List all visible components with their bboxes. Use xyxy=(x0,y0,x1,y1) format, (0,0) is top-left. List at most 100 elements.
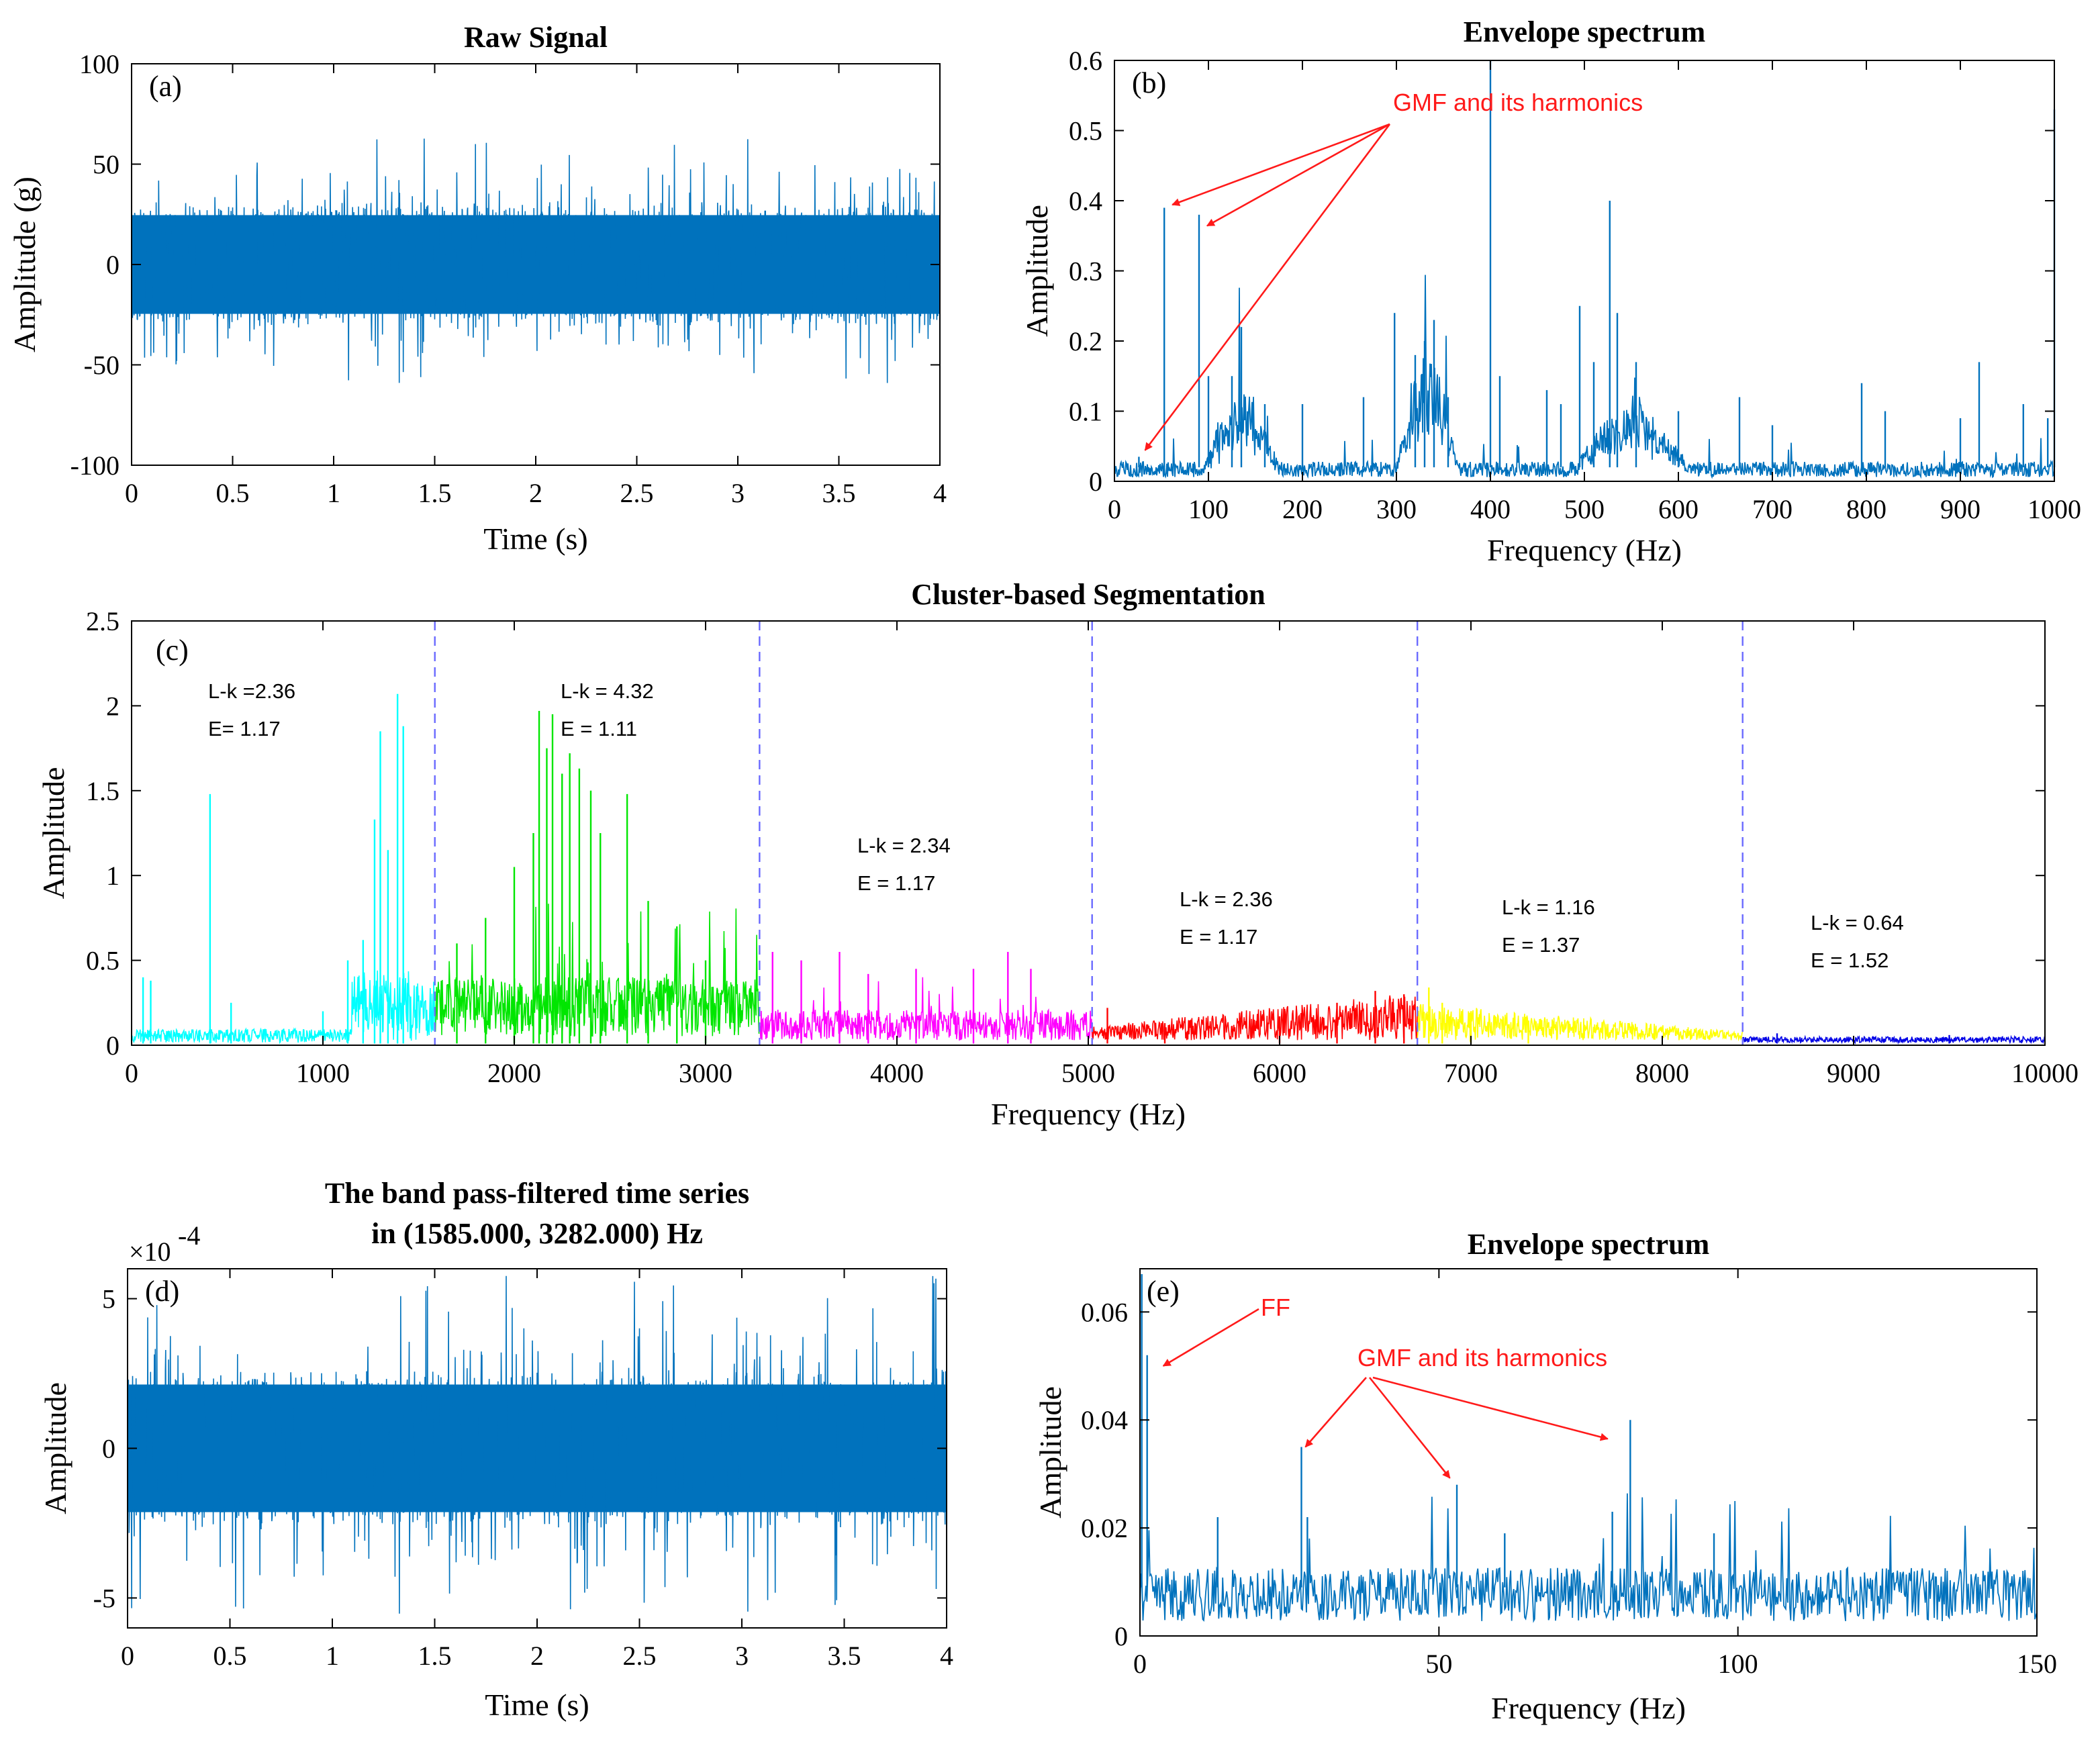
x-tick-label: 1.5 xyxy=(418,1641,452,1671)
y-tick-label: 0.06 xyxy=(1081,1297,1128,1327)
x-axis-label: Frequency (Hz) xyxy=(991,1097,1186,1131)
chart-title: Cluster-based Segmentation xyxy=(911,578,1266,611)
segment-label-e: E = 1.11 xyxy=(561,717,637,740)
x-tick-label: 3.5 xyxy=(822,478,856,508)
x-tick-label: 0 xyxy=(121,1641,134,1671)
panel-c: L-k =2.36 E= 1.17 L-k = 4.32 E = 1.11 L-k = … xyxy=(36,578,2079,1131)
x-tick-label: 0 xyxy=(125,1058,138,1088)
segment-trace xyxy=(1417,1004,1744,1043)
segment-trace xyxy=(1091,995,1418,1041)
chart-title: Envelope spectrum xyxy=(1468,1228,1710,1261)
chart-title: Raw Signal xyxy=(464,21,608,54)
x-axis-label: Time (s) xyxy=(485,1688,589,1722)
panel-b: 0 100 200 300 400 500 600 700 800 900 1000 0 0.1 0.2 0… xyxy=(1020,15,2081,567)
x-tick-label: 3000 xyxy=(679,1058,732,1088)
y-axis-label: Amplitude xyxy=(1020,205,1054,337)
x-tick-label: 1000 xyxy=(296,1058,350,1088)
y-tick-label: 0.5 xyxy=(1069,116,1102,146)
y-tick-label: 0.6 xyxy=(1069,46,1102,76)
x-tick-label: 300 xyxy=(1376,494,1417,524)
segment-1 xyxy=(131,693,436,1045)
x-tick-label: 0 xyxy=(1108,494,1121,524)
segment-label-lk: L-k = 2.34 xyxy=(857,834,951,857)
x-tick-label: 9000 xyxy=(1827,1058,1880,1088)
y-tick-label: 2 xyxy=(106,691,120,721)
annotation-arrow xyxy=(1206,123,1390,227)
signal-trace xyxy=(127,1275,947,1614)
exponent-power: -4 xyxy=(178,1220,200,1251)
y-tick-label: 0 xyxy=(102,1434,115,1464)
segment-label-lk: L-k = 4.32 xyxy=(561,679,654,703)
y-tick-label: 100 xyxy=(79,49,120,79)
y-tick-label: 0.02 xyxy=(1081,1513,1128,1543)
y-axis-label: Amplitude xyxy=(38,1382,73,1514)
x-tick-label: 3 xyxy=(731,478,745,508)
spectrum-trace xyxy=(1114,275,2055,479)
y-tick-label: 0.04 xyxy=(1081,1405,1128,1435)
segment-trace xyxy=(131,970,436,1045)
y-tick-label: 0.1 xyxy=(1069,397,1102,427)
exponent-label: ×10 xyxy=(129,1237,171,1267)
panel-label: (b) xyxy=(1132,66,1166,99)
x-tick-label: 3 xyxy=(735,1641,749,1671)
segment-label-e: E= 1.17 xyxy=(208,717,281,740)
x-tick-label: 600 xyxy=(1658,494,1699,524)
segment-label-e: E = 1.17 xyxy=(1180,925,1257,949)
x-tick-label: 1 xyxy=(327,478,340,508)
y-tick-label: 0.5 xyxy=(86,946,120,976)
segment-trace xyxy=(1742,1034,2046,1045)
x-tick-label: 150 xyxy=(2017,1649,2057,1679)
annotation-arrow xyxy=(1172,123,1390,206)
x-tick-label: 1 xyxy=(326,1641,339,1671)
x-tick-label: 2 xyxy=(530,1641,544,1671)
segment-label-e: E = 1.17 xyxy=(857,871,935,895)
x-tick-label: 700 xyxy=(1752,494,1793,524)
x-tick-label: 1.5 xyxy=(418,478,452,508)
x-tick-label: 500 xyxy=(1564,494,1605,524)
y-tick-label: -5 xyxy=(93,1583,115,1613)
chart-title: The band pass-filtered time series xyxy=(325,1177,749,1210)
annotation-arrow xyxy=(1162,1308,1259,1367)
x-tick-label: 6000 xyxy=(1253,1058,1306,1088)
x-tick-label: 3.5 xyxy=(828,1641,861,1671)
segment-label-lk: L-k = 0.64 xyxy=(1811,911,1904,934)
axes-box-b xyxy=(1114,60,2055,482)
y-tick-label: 5 xyxy=(102,1284,115,1314)
segment-label-e: E = 1.37 xyxy=(1502,933,1580,957)
panel-label: (c) xyxy=(156,634,189,667)
x-tick-label: 4 xyxy=(933,478,947,508)
segment-label-lk: L-k = 1.16 xyxy=(1502,896,1595,919)
y-tick-label: 0.3 xyxy=(1069,256,1102,287)
y-tick-label: 2.5 xyxy=(86,606,120,636)
x-tick-label: 10000 xyxy=(2011,1058,2079,1088)
x-tick-label: 2000 xyxy=(487,1058,541,1088)
spectrum-trace xyxy=(1139,1493,2038,1623)
segment-4 xyxy=(1091,991,1418,1044)
y-tick-label: 0 xyxy=(1089,467,1102,497)
x-tick-label: 2 xyxy=(529,478,542,508)
panel-label: (a) xyxy=(149,70,182,103)
panel-a: 0 0.5 1 1.5 2 2.5 3 3.5 4 -100 -50 0 50 100 Time (s) Am… xyxy=(7,21,947,556)
y-tick-label: 50 xyxy=(93,150,120,180)
segment-6 xyxy=(1742,1033,2046,1045)
x-tick-label: 7000 xyxy=(1444,1058,1498,1088)
x-tick-label: 4 xyxy=(940,1641,953,1671)
x-tick-label: 0.5 xyxy=(213,1641,247,1671)
x-tick-label: 100 xyxy=(1188,494,1229,524)
x-tick-label: 1000 xyxy=(2027,494,2081,524)
segment-trace xyxy=(759,977,1093,1042)
x-tick-label: 800 xyxy=(1846,494,1887,524)
y-tick-label: 1.5 xyxy=(86,776,120,806)
x-axis-label: Time (s) xyxy=(483,522,588,556)
x-tick-label: 2.5 xyxy=(623,1641,657,1671)
x-tick-label: 8000 xyxy=(1635,1058,1689,1088)
y-tick-label: 1 xyxy=(106,861,120,891)
chart-title: in (1585.000, 3282.000) Hz xyxy=(371,1217,703,1250)
annotation-arrow xyxy=(1368,1377,1451,1479)
annotation-text: GMF and its harmonics xyxy=(1393,89,1643,116)
panel-label: (d) xyxy=(145,1275,179,1308)
annotation-arrow xyxy=(1304,1377,1367,1448)
x-tick-label: 5000 xyxy=(1061,1058,1115,1088)
segment-3 xyxy=(759,951,1093,1044)
